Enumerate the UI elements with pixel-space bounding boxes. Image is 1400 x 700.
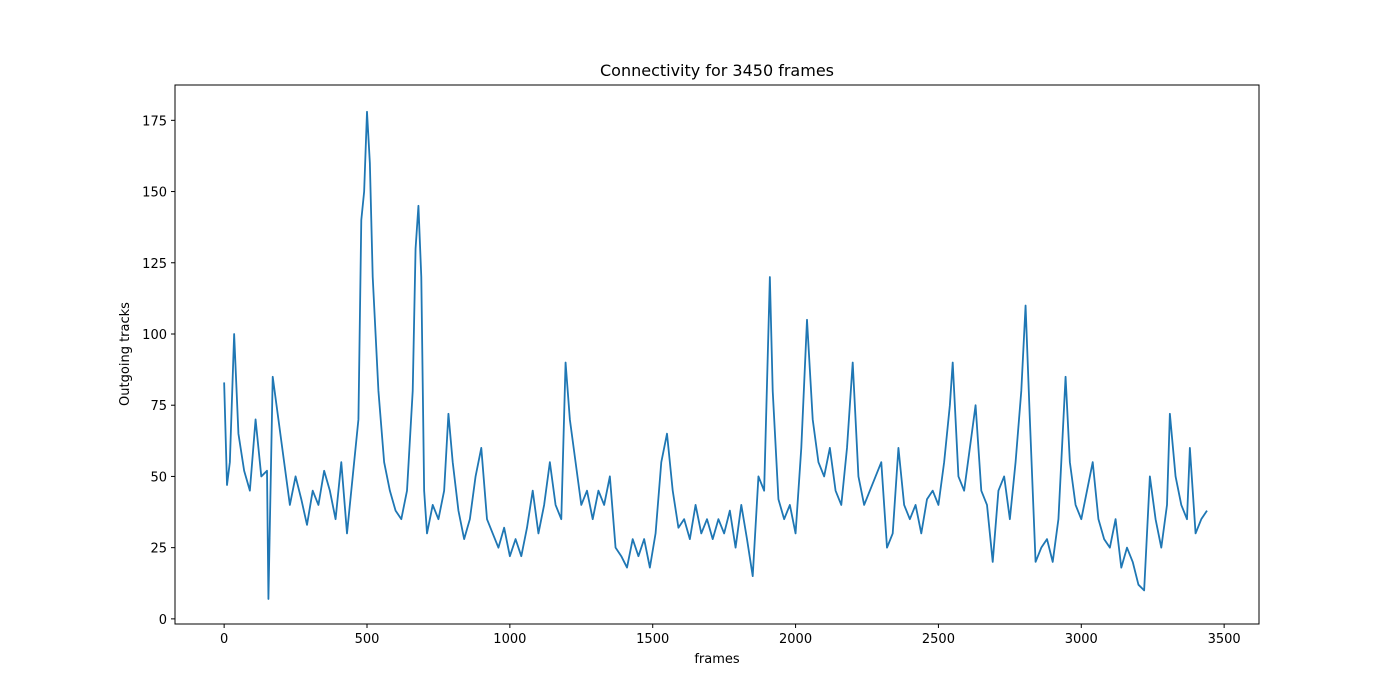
- y-tick-label: 100: [142, 328, 167, 343]
- y-tick-label: 50: [150, 470, 167, 485]
- y-tick-label: 175: [142, 114, 167, 129]
- y-tick-label: 150: [142, 186, 167, 201]
- x-tick-label: 2500: [922, 632, 955, 647]
- x-tick-label: 1000: [493, 632, 526, 647]
- y-tick-label: 75: [150, 399, 167, 414]
- x-axis-label: frames: [694, 652, 740, 667]
- x-tick-label: 1500: [636, 632, 669, 647]
- y-tick-label: 25: [150, 542, 167, 557]
- y-axis-label: Outgoing tracks: [118, 302, 133, 406]
- x-tick-label: 3500: [1208, 632, 1241, 647]
- y-tick-label: 125: [142, 257, 167, 272]
- x-tick-label: 2000: [779, 632, 812, 647]
- x-tick-label: 0: [220, 632, 228, 647]
- x-tick-label: 3000: [1065, 632, 1098, 647]
- chart-title: Connectivity for 3450 frames: [600, 61, 834, 80]
- plot-frame: [174, 84, 1260, 625]
- x-tick-label: 500: [355, 632, 380, 647]
- data-line: [223, 110, 1208, 600]
- y-tick-label: 0: [159, 613, 167, 628]
